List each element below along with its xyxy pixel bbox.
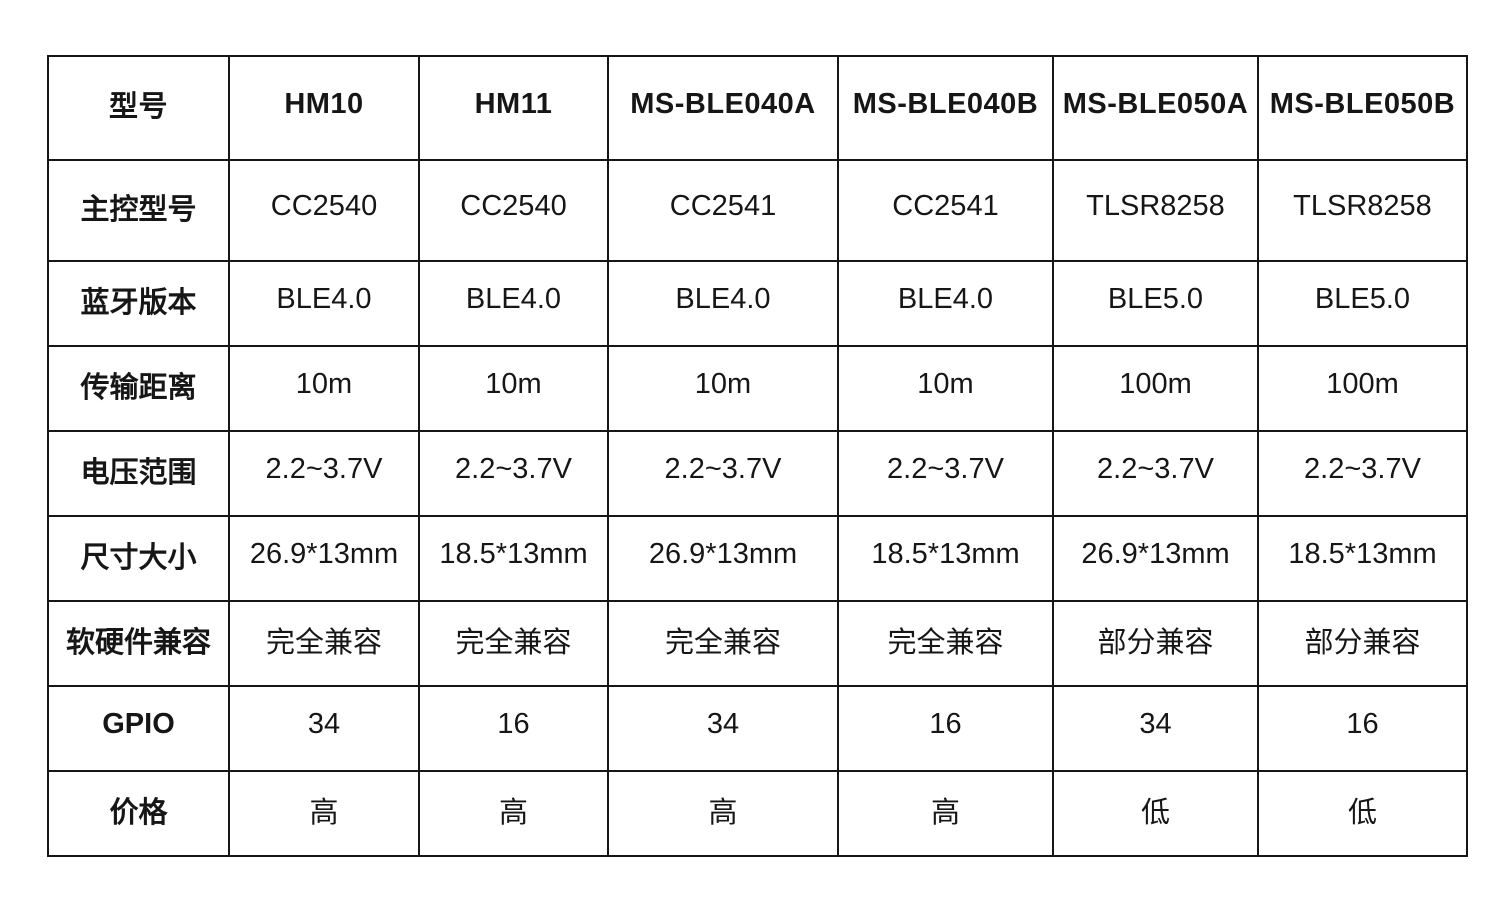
value-cell: 完全兼容 xyxy=(228,600,420,687)
row-label-cell: 尺寸大小 xyxy=(47,515,230,602)
value-cell: 10m xyxy=(607,345,839,432)
value-cell: 完全兼容 xyxy=(418,600,609,687)
value-cell: 2.2~3.7V xyxy=(228,430,420,517)
value-cell: CC2540 xyxy=(228,159,420,262)
table-row: GPIO 34 16 34 16 34 16 xyxy=(47,685,1468,772)
value-cell: 16 xyxy=(1257,685,1468,772)
value-cell: BLE4.0 xyxy=(228,260,420,347)
value-cell: 高 xyxy=(837,770,1054,857)
row-label-cell: 软硬件兼容 xyxy=(47,600,230,687)
table-row: 电压范围 2.2~3.7V 2.2~3.7V 2.2~3.7V 2.2~3.7V 2.2~… xyxy=(47,430,1468,517)
module-comparison-table: 型号 HM10 HM11 MS-BLE040A MS-BLE040B MS-BLE050A… xyxy=(47,55,1468,857)
model-header-cell: MS-BLE040A xyxy=(607,55,839,161)
value-cell: 完全兼容 xyxy=(837,600,1054,687)
value-cell: 100m xyxy=(1257,345,1468,432)
value-cell: 2.2~3.7V xyxy=(1257,430,1468,517)
model-header-cell: MS-BLE050B xyxy=(1257,55,1468,161)
value-cell: 18.5*13mm xyxy=(1257,515,1468,602)
value-cell: 26.9*13mm xyxy=(1052,515,1259,602)
value-cell: BLE4.0 xyxy=(607,260,839,347)
value-cell: CC2540 xyxy=(418,159,609,262)
model-header-cell: MS-BLE040B xyxy=(837,55,1054,161)
value-cell: BLE5.0 xyxy=(1257,260,1468,347)
row-label-cell: 传输距离 xyxy=(47,345,230,432)
value-cell: BLE4.0 xyxy=(418,260,609,347)
value-cell: TLSR8258 xyxy=(1257,159,1468,262)
value-cell: 16 xyxy=(418,685,609,772)
value-cell: BLE4.0 xyxy=(837,260,1054,347)
header-row: 型号 HM10 HM11 MS-BLE040A MS-BLE040B MS-BLE050A… xyxy=(47,55,1468,161)
value-cell: BLE5.0 xyxy=(1052,260,1259,347)
value-cell: 34 xyxy=(607,685,839,772)
model-header-cell: MS-BLE050A xyxy=(1052,55,1259,161)
corner-label-cell: 型号 xyxy=(47,55,230,161)
row-label-cell: 电压范围 xyxy=(47,430,230,517)
value-cell: TLSR8258 xyxy=(1052,159,1259,262)
value-cell: CC2541 xyxy=(607,159,839,262)
value-cell: CC2541 xyxy=(837,159,1054,262)
row-label-cell: 价格 xyxy=(47,770,230,857)
model-header-cell: HM10 xyxy=(228,55,420,161)
row-label-cell: 蓝牙版本 xyxy=(47,260,230,347)
value-cell: 完全兼容 xyxy=(607,600,839,687)
value-cell: 部分兼容 xyxy=(1257,600,1468,687)
table-row: 尺寸大小 26.9*13mm 18.5*13mm 26.9*13mm 18.5*13mm… xyxy=(47,515,1468,602)
value-cell: 2.2~3.7V xyxy=(607,430,839,517)
value-cell: 18.5*13mm xyxy=(837,515,1054,602)
value-cell: 26.9*13mm xyxy=(607,515,839,602)
value-cell: 部分兼容 xyxy=(1052,600,1259,687)
value-cell: 低 xyxy=(1257,770,1468,857)
value-cell: 高 xyxy=(418,770,609,857)
row-label-cell: 主控型号 xyxy=(47,159,230,262)
value-cell: 16 xyxy=(837,685,1054,772)
value-cell: 2.2~3.7V xyxy=(418,430,609,517)
table-row: 蓝牙版本 BLE4.0 BLE4.0 BLE4.0 BLE4.0 BLE5.0 BLE5.0 xyxy=(47,260,1468,347)
value-cell: 低 xyxy=(1052,770,1259,857)
table-row: 传输距离 10m 10m 10m 10m 100m 100m xyxy=(47,345,1468,432)
value-cell: 34 xyxy=(228,685,420,772)
table-row: 价格高高高高低低 xyxy=(47,770,1468,857)
value-cell: 10m xyxy=(228,345,420,432)
value-cell: 10m xyxy=(418,345,609,432)
value-cell: 10m xyxy=(837,345,1054,432)
value-cell: 100m xyxy=(1052,345,1259,432)
table-row: 软硬件兼容 完全兼容 完全兼容 完全兼容 完全兼容 部分兼容 部分兼容 xyxy=(47,600,1468,687)
table-body: 主控型号 CC2540 CC2540 CC2541 CC2541 TLSR8258 TLSR… xyxy=(47,159,1468,857)
value-cell: 高 xyxy=(228,770,420,857)
value-cell: 2.2~3.7V xyxy=(1052,430,1259,517)
value-cell: 26.9*13mm xyxy=(228,515,420,602)
value-cell: 高 xyxy=(607,770,839,857)
row-label-cell: GPIO xyxy=(47,685,230,772)
model-header-cell: HM11 xyxy=(418,55,609,161)
value-cell: 2.2~3.7V xyxy=(837,430,1054,517)
table-row: 主控型号 CC2540 CC2540 CC2541 CC2541 TLSR8258 TLSR… xyxy=(47,159,1468,262)
value-cell: 34 xyxy=(1052,685,1259,772)
value-cell: 18.5*13mm xyxy=(418,515,609,602)
